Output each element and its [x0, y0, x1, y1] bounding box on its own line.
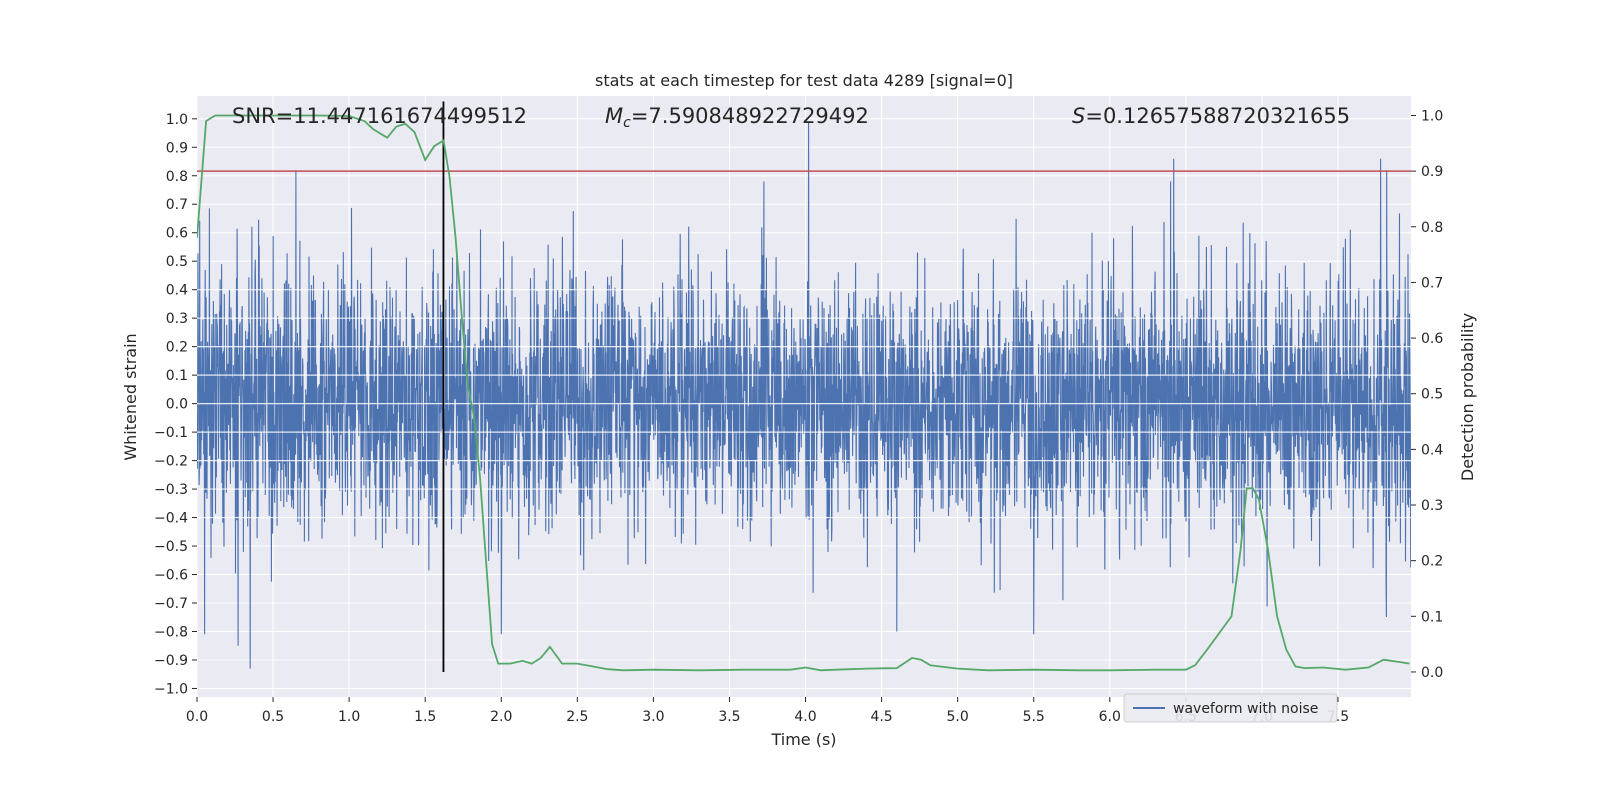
legend-box: [1123, 693, 1338, 723]
x-axis-label: Time (s): [770, 730, 836, 749]
y-tick-label: −0.4: [154, 511, 188, 527]
y-right-tick-label: 0.3: [1421, 498, 1443, 514]
x-tick-label: 5.5: [1023, 709, 1045, 725]
y-right-tick-label: 0.7: [1421, 275, 1443, 291]
legend: waveform with noise: [1123, 693, 1338, 723]
y-tick-label: −1.0: [154, 681, 188, 697]
x-tick-label: 3.5: [718, 709, 740, 725]
y-axis-label: Whitened strain: [121, 333, 140, 460]
x-tick-label: 1.5: [414, 709, 436, 725]
overlay-lines: [197, 101, 1411, 672]
x-tick-label: 4.0: [794, 709, 816, 725]
y-tick-label: −0.2: [154, 454, 188, 470]
s-value: =0.12657588720321655: [1085, 104, 1350, 128]
y-tick-label: −0.6: [154, 568, 188, 584]
chirp-mass-symbol: M: [605, 104, 623, 128]
y-right-tick-label: 0.6: [1421, 331, 1443, 347]
y-tick-label: −0.8: [154, 624, 188, 640]
y-axis-right-label: Detection probability: [1458, 313, 1477, 481]
y-tick-label: 0.2: [166, 340, 188, 356]
x-tick-label: 1.0: [338, 709, 360, 725]
y-tick-label: 0.0: [166, 397, 188, 413]
y-tick-label: 0.7: [166, 197, 188, 213]
legend-label: waveform with noise: [1173, 701, 1318, 717]
x-tick-label: 4.5: [870, 709, 892, 725]
x-tick-label: 5.0: [947, 709, 969, 725]
y-tick-label: −0.9: [154, 653, 188, 669]
s-symbol: S: [1072, 104, 1085, 128]
y-right-tick-label: 0.5: [1421, 387, 1443, 403]
y-tick-label: 0.1: [166, 368, 188, 384]
y-tick-label: 1.0: [166, 112, 188, 128]
x-tick-label: 2.5: [566, 709, 588, 725]
x-tick-label: 3.0: [642, 709, 664, 725]
y-axis-left-ticks: 1.0 0.9 0.8 0.7 0.6 0.5 0.4 0.3 0.2 0.1 0.0 −0.1 −0.…: [154, 112, 197, 697]
chirp-mass-value: =7.590848922729492: [631, 104, 869, 128]
x-tick-label: 0.5: [262, 709, 284, 725]
y-tick-label: −0.3: [154, 482, 188, 498]
y-tick-label: 0.9: [166, 140, 188, 156]
y-tick-label: 0.8: [166, 169, 188, 185]
x-tick-label: 0.0: [186, 709, 208, 725]
s-annotation: S=0.12657588720321655: [1072, 104, 1350, 128]
y-right-tick-label: 0.2: [1421, 554, 1443, 570]
y-tick-label: 0.5: [166, 254, 188, 270]
chirp-mass-annotation: Mc=7.590848922729492: [605, 104, 869, 131]
y-right-tick-label: 1.0: [1421, 108, 1443, 124]
y-right-tick-label: 0.8: [1421, 220, 1443, 236]
y-axis-right-ticks: 1.0 0.9 0.8 0.7 0.6 0.5 0.4 0.3 0.2 0.1 0.0: [1411, 108, 1443, 681]
chirp-mass-subscript: c: [623, 115, 631, 131]
y-tick-label: 0.3: [166, 311, 188, 327]
y-right-tick-label: 0.9: [1421, 164, 1443, 180]
chart-title: stats at each timestep for test data 428…: [595, 71, 1013, 90]
y-tick-label: −0.1: [154, 425, 188, 441]
y-right-tick-label: 0.4: [1421, 442, 1443, 458]
y-tick-label: −0.5: [154, 539, 188, 555]
y-right-tick-label: 0.0: [1421, 665, 1443, 681]
y-right-tick-label: 0.1: [1421, 609, 1443, 625]
x-tick-label: 6.0: [1099, 709, 1121, 725]
x-tick-label: 2.0: [490, 709, 512, 725]
detection-probability-line: [197, 114, 1410, 672]
y-tick-label: 0.6: [166, 226, 188, 242]
y-tick-label: −0.7: [154, 596, 188, 612]
y-tick-label: 0.4: [166, 283, 188, 299]
snr-annotation: SNR=11.447161674499512: [232, 104, 527, 128]
